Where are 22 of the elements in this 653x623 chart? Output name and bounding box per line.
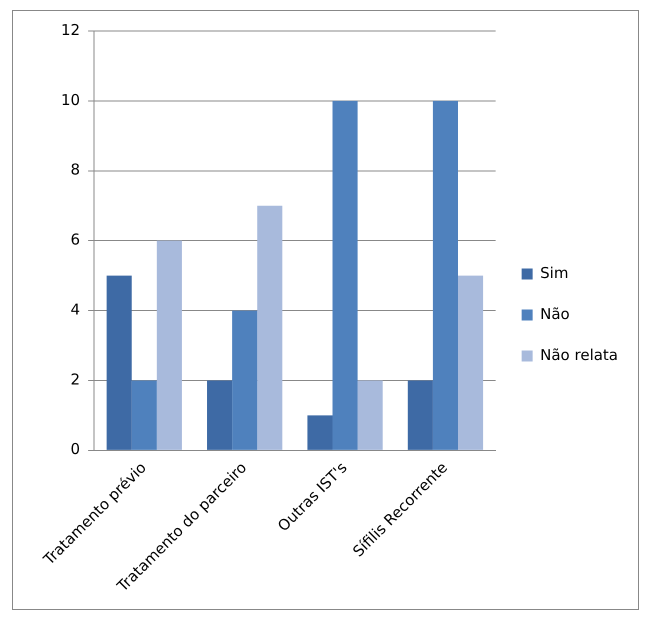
bar — [432, 100, 458, 450]
y-tick-label: 2 — [70, 370, 80, 388]
bar — [207, 380, 232, 450]
legend-label: Não — [540, 304, 570, 323]
legend-label: Não relata — [540, 346, 618, 364]
bar — [307, 415, 333, 450]
y-tick-label: 4 — [70, 300, 80, 318]
bar — [408, 380, 433, 450]
y-tick-label: 12 — [60, 20, 80, 39]
y-tick-label: 6 — [70, 230, 80, 249]
bar — [458, 276, 484, 450]
bar — [132, 380, 157, 450]
bar — [332, 100, 358, 450]
y-tick-label: 0 — [70, 440, 80, 458]
bar — [257, 206, 282, 450]
y-tick-label: 8 — [70, 160, 80, 179]
bar — [106, 276, 132, 450]
y-tick-label: 10 — [60, 90, 80, 109]
bar — [358, 380, 383, 450]
bar — [232, 310, 258, 450]
legend-label: Sim — [540, 264, 568, 282]
bar — [156, 240, 182, 450]
